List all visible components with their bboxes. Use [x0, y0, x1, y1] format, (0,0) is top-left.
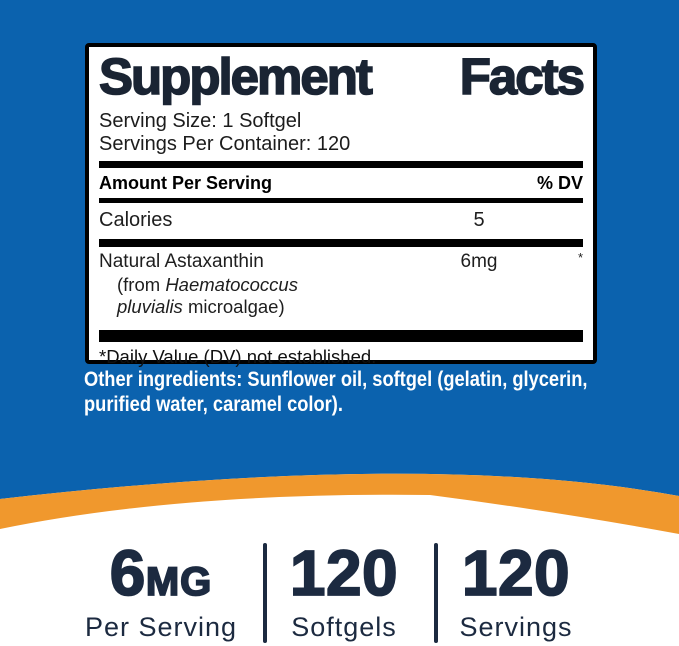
- stat-serving-count: 120 Servings: [459, 537, 573, 643]
- stat-serving-number: 120: [461, 537, 571, 609]
- source-species-italic: pluvialis: [117, 296, 183, 318]
- panel-title: Supplement Facts: [98, 48, 586, 105]
- dv-header: % DV: [536, 173, 583, 194]
- serving-size: Serving Size: 1 Softgel: [99, 110, 302, 133]
- source-genus-italic: Haematococcus: [165, 274, 298, 296]
- stat-softgel-number: 120: [289, 537, 399, 609]
- astaxanthin-amount: 6mg: [460, 251, 498, 273]
- stat-divider: [263, 543, 267, 643]
- stat-softgel-count: 120 Softgels: [289, 537, 399, 643]
- astaxanthin-source-line-2: pluvialis microalgae): [99, 296, 583, 318]
- astaxanthin-dv: *: [577, 250, 583, 266]
- other-ingredients-line-1: Other ingredients: Sunflower oil, softge…: [84, 368, 588, 391]
- table-row-calories: Calories 5: [99, 203, 583, 239]
- calories-amount: 5: [473, 209, 485, 232]
- supplement-facts-panel: Supplement Facts Serving Size: 1 Softgel…: [85, 43, 597, 367]
- stat-dose-per-serving: 6 MG Per Serving: [84, 537, 238, 643]
- orange-swoosh-shape: [0, 473, 679, 534]
- stat-dose-number: 6: [109, 537, 146, 609]
- stat-softgel-value: 120: [289, 537, 399, 609]
- divider-bar: [99, 198, 583, 204]
- panel-title-word-2: Facts: [459, 48, 586, 105]
- divider-bar: [99, 329, 583, 342]
- other-ingredients: Other ingredients: Sunflower oil, softge…: [84, 368, 606, 417]
- divider-bar: [99, 161, 583, 169]
- table-row-astaxanthin: Natural Astaxanthin 6mg * (from Haematoc…: [99, 247, 583, 324]
- calories-label: Calories: [99, 209, 173, 232]
- divider-bar: [99, 239, 583, 248]
- other-ingredients-line-2: purified water, caramel color).: [84, 392, 343, 416]
- stat-dose-label: Per Serving: [84, 612, 238, 642]
- stats-bar: 6 MG Per Serving 120 Softgels 120 Serving…: [0, 538, 679, 646]
- stat-dose-value: 6 MG: [85, 537, 237, 609]
- servings-per-container: Servings Per Container: 120: [99, 133, 351, 156]
- stat-dose-unit: MG: [145, 560, 213, 604]
- stat-softgel-label: Softgels: [291, 612, 397, 642]
- amount-per-serving-header: Amount Per Serving: [99, 173, 273, 194]
- stat-serving-value: 120: [459, 537, 572, 609]
- stat-serving-label: Servings: [459, 612, 573, 642]
- dv-footnote: *Daily Value (DV) not established.: [99, 345, 377, 367]
- stat-divider: [434, 543, 438, 643]
- panel-title-word-1: Supplement: [98, 48, 373, 105]
- source-suffix: microalgae): [182, 296, 285, 318]
- astaxanthin-source-line-1: (from Haematococcus: [99, 274, 583, 296]
- astaxanthin-label: Natural Astaxanthin: [99, 251, 264, 273]
- source-prefix: (from: [117, 274, 166, 296]
- table-header-row: Amount Per Serving % DV: [99, 168, 583, 198]
